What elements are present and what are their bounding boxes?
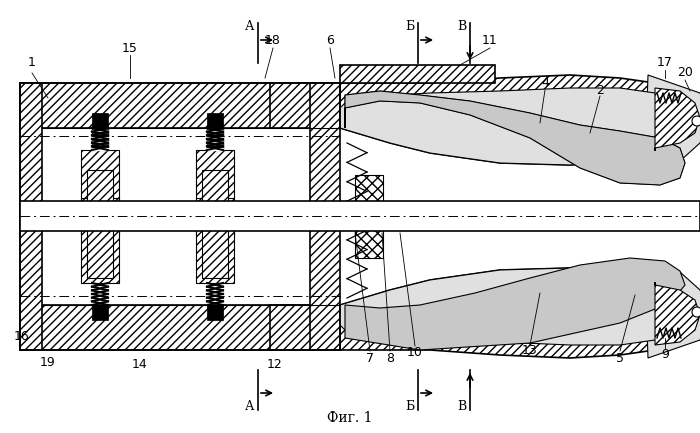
Text: Б: Б bbox=[405, 401, 414, 414]
Text: 20: 20 bbox=[677, 67, 693, 80]
Polygon shape bbox=[345, 258, 685, 350]
Polygon shape bbox=[340, 75, 695, 165]
Polygon shape bbox=[345, 91, 685, 185]
Polygon shape bbox=[340, 268, 695, 358]
Bar bbox=[196, 198, 234, 283]
Circle shape bbox=[692, 307, 700, 317]
Text: В: В bbox=[457, 19, 467, 32]
Bar bbox=[310, 83, 340, 350]
Bar bbox=[81, 198, 119, 283]
Text: 5: 5 bbox=[616, 352, 624, 365]
Bar bbox=[202, 170, 228, 230]
Text: 11: 11 bbox=[482, 33, 498, 46]
Text: 16: 16 bbox=[14, 330, 30, 343]
Bar bbox=[340, 65, 495, 83]
Polygon shape bbox=[645, 270, 700, 358]
Polygon shape bbox=[340, 88, 688, 165]
Text: 10: 10 bbox=[407, 346, 423, 359]
Text: 19: 19 bbox=[40, 356, 56, 369]
Text: 14: 14 bbox=[132, 359, 148, 372]
Bar bbox=[81, 150, 119, 235]
Bar bbox=[270, 305, 340, 350]
Polygon shape bbox=[645, 75, 700, 163]
Text: 18: 18 bbox=[265, 33, 281, 46]
Text: 12: 12 bbox=[267, 359, 283, 372]
Text: Б: Б bbox=[405, 19, 414, 32]
Bar bbox=[87, 170, 113, 230]
Text: В: В bbox=[457, 401, 467, 414]
Bar bbox=[20, 201, 700, 231]
Text: 1: 1 bbox=[28, 56, 36, 70]
Text: 13: 13 bbox=[522, 345, 538, 358]
Text: Фиг. 1: Фиг. 1 bbox=[328, 411, 372, 425]
Text: 6: 6 bbox=[326, 33, 334, 46]
Bar bbox=[202, 218, 228, 278]
Bar bbox=[207, 113, 223, 128]
Circle shape bbox=[692, 116, 700, 126]
Bar bbox=[92, 305, 108, 320]
Text: 2: 2 bbox=[596, 84, 604, 97]
Text: 9: 9 bbox=[661, 349, 669, 362]
Polygon shape bbox=[345, 91, 685, 185]
Polygon shape bbox=[655, 282, 700, 345]
Bar bbox=[20, 83, 340, 128]
Bar bbox=[20, 83, 42, 350]
Bar bbox=[92, 113, 108, 128]
Bar bbox=[196, 150, 234, 235]
Text: 8: 8 bbox=[386, 352, 394, 365]
Bar bbox=[87, 218, 113, 278]
Bar bbox=[20, 305, 340, 350]
Bar bbox=[270, 83, 340, 128]
Bar bbox=[355, 175, 383, 258]
Text: 17: 17 bbox=[657, 56, 673, 70]
Polygon shape bbox=[340, 268, 688, 345]
Text: 4: 4 bbox=[541, 77, 549, 90]
Text: А: А bbox=[245, 401, 255, 414]
Polygon shape bbox=[655, 88, 700, 151]
Text: 7: 7 bbox=[366, 352, 374, 365]
Text: 15: 15 bbox=[122, 42, 138, 55]
Text: А: А bbox=[245, 19, 255, 32]
Bar bbox=[207, 305, 223, 320]
